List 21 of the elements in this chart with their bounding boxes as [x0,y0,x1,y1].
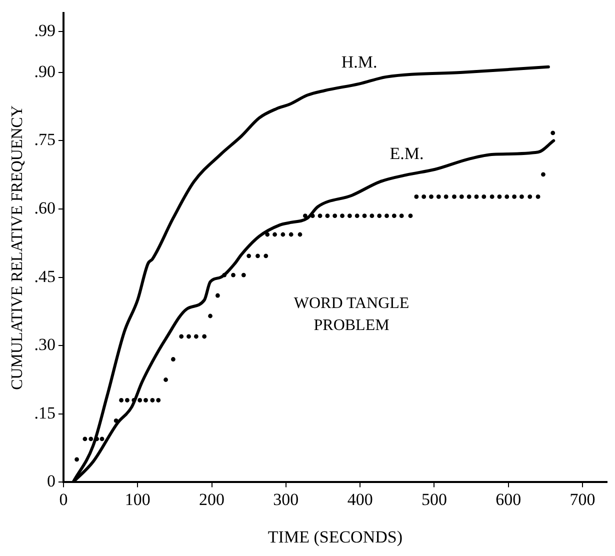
y-tick-label: .15 [34,403,56,422]
y-tick-label: 0 [46,472,56,491]
x-tick-label: 0 [59,490,68,509]
y-tick-label: .75 [34,130,56,150]
x-tick-label: 200 [199,490,225,509]
y-tick-label: .60 [34,198,56,218]
x-tick-label: 300 [273,490,299,509]
y-tick-label: .45 [34,266,56,286]
x-tick-label: 100 [124,490,150,509]
x-tick-label: 500 [421,490,447,509]
y-tick-label: .99 [34,20,56,40]
x-tick-label: 700 [570,490,596,509]
series-label: E.M. [390,144,424,163]
y-axis-title: CUMULATIVE RELATIVE FREQUENCY [8,105,26,390]
series-label: H.M. [341,52,378,72]
x-tick-label: 600 [496,490,522,509]
y-tick-label: .30 [34,335,56,354]
x-axis-title: TIME (SECONDS) [268,527,403,546]
y-tick-label: .90 [34,62,56,81]
annotation: WORD TANGLE PROBLEM [294,295,410,334]
x-tick-label: 400 [347,490,373,509]
